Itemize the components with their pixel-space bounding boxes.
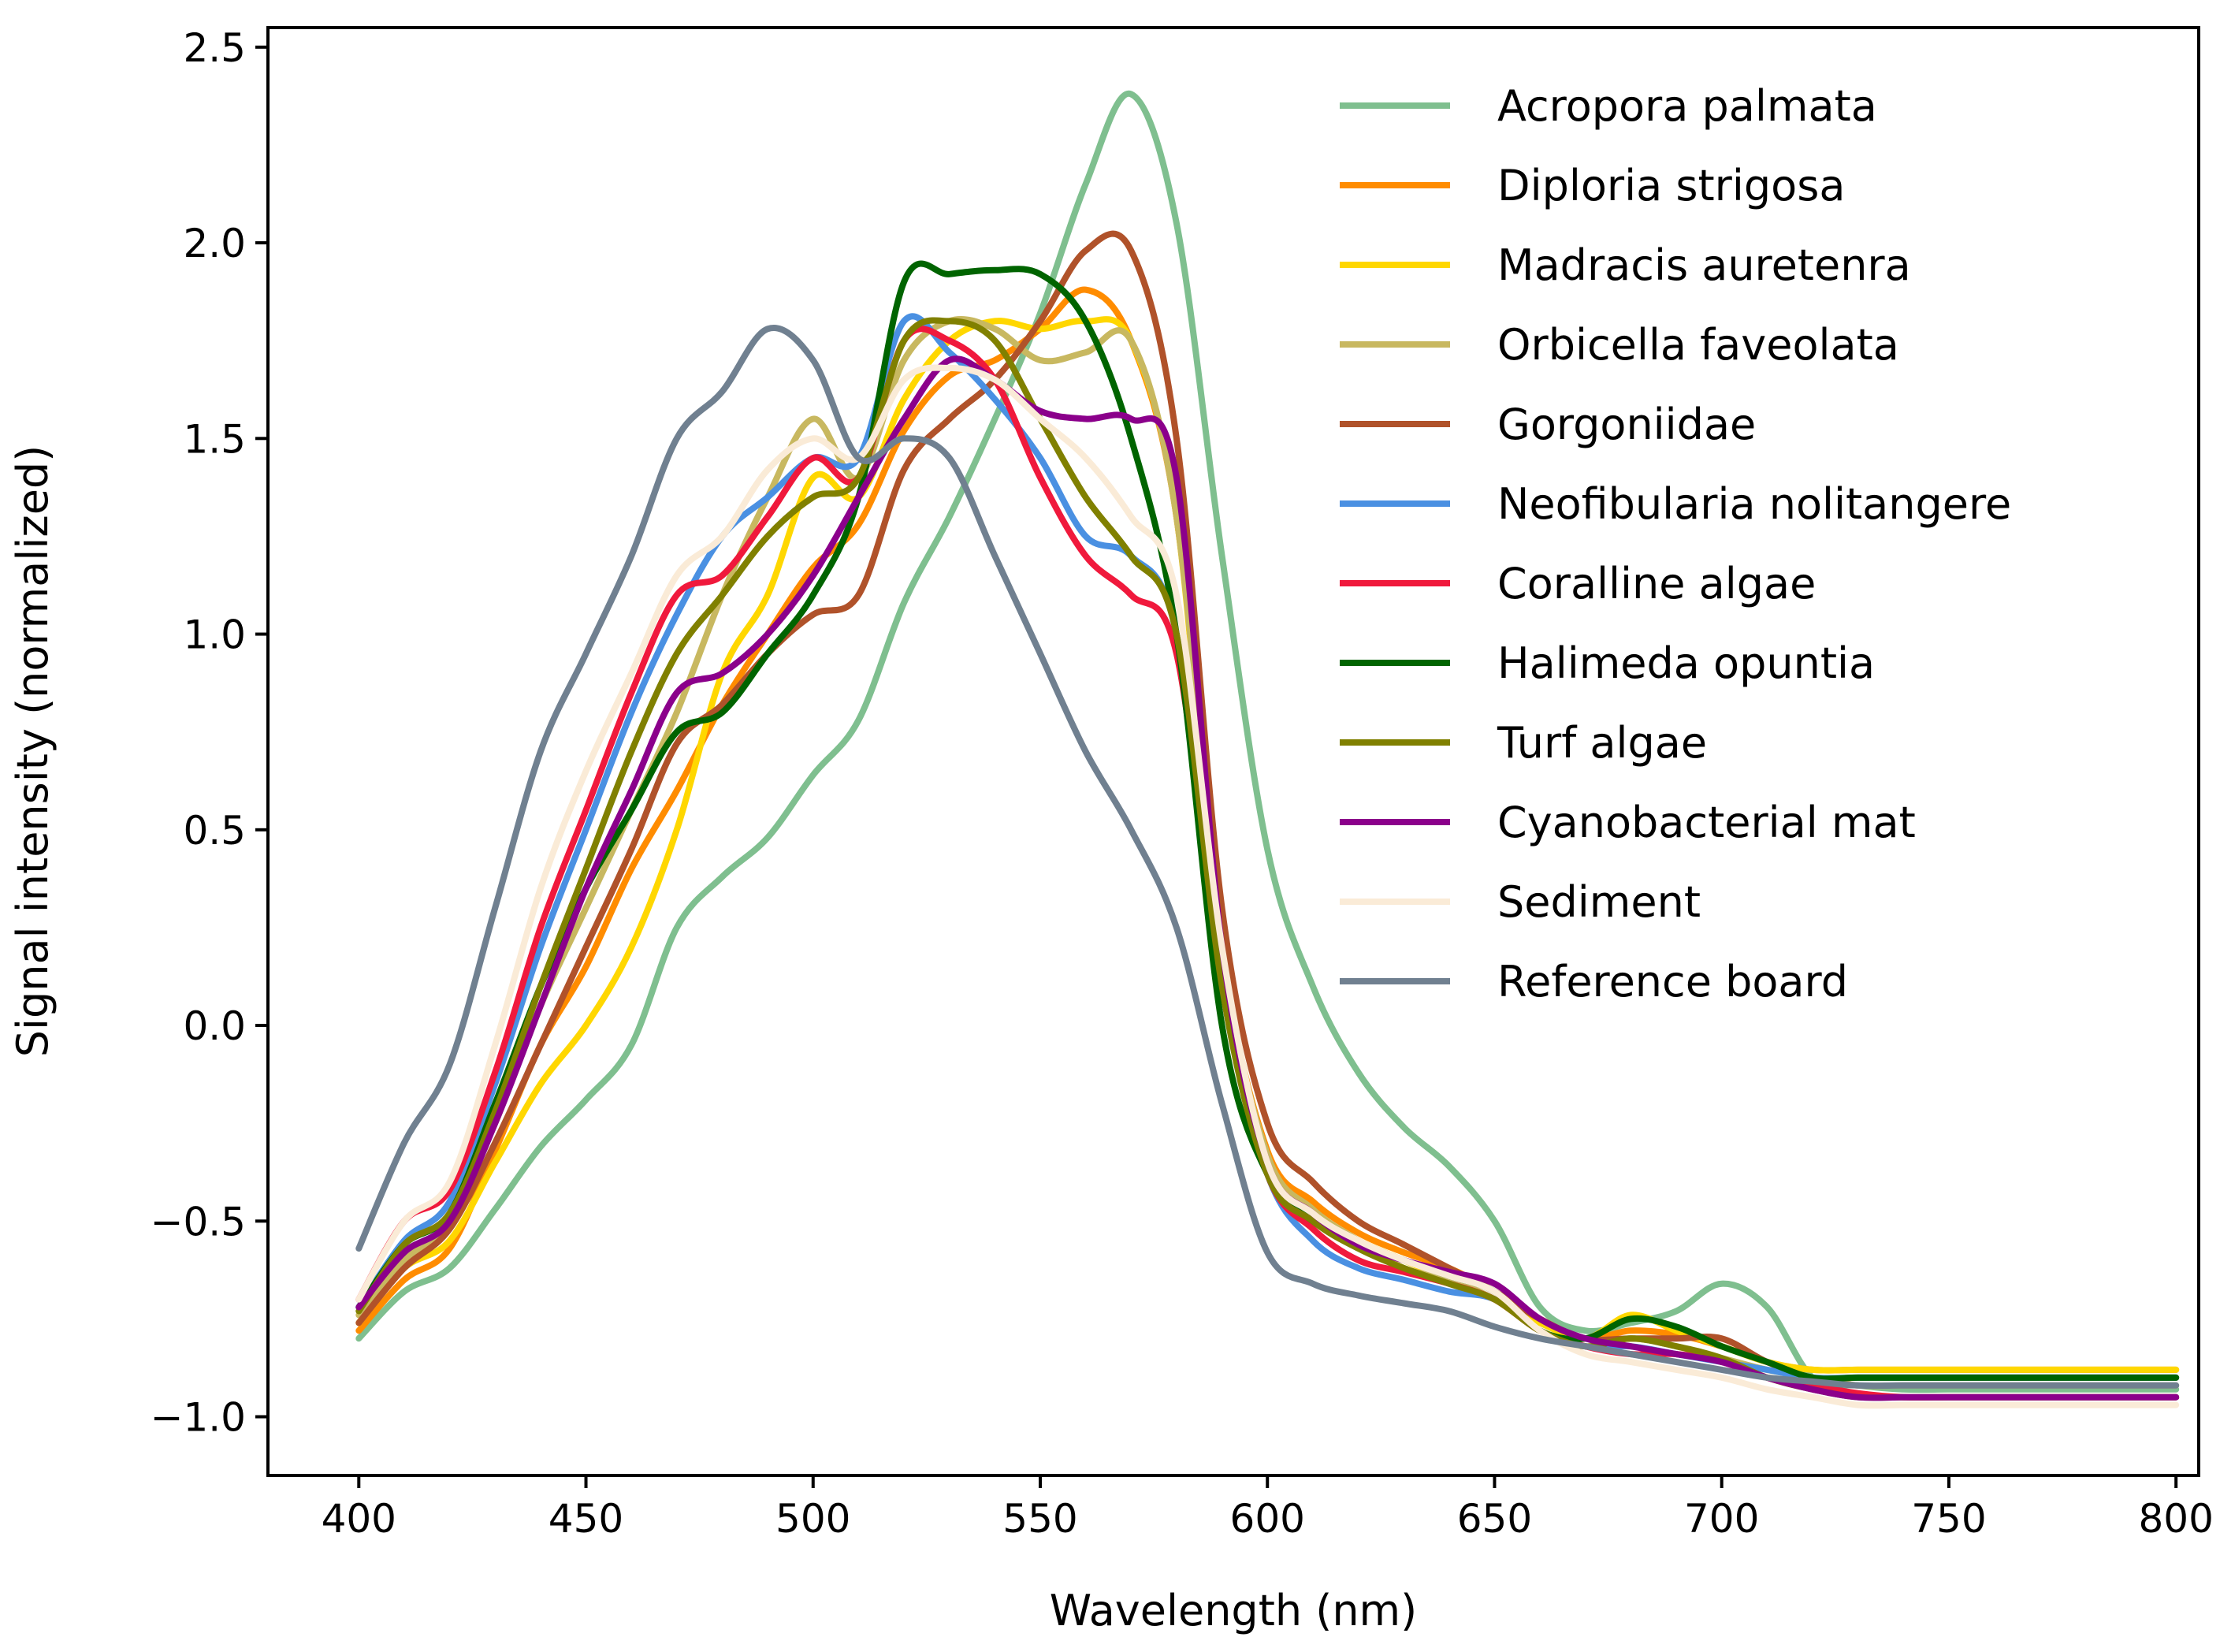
y-tick-label: 1.5 [183,416,246,462]
x-tick-label: 500 [775,1496,850,1542]
legend-label-cyanobacterial-mat: Cyanobacterial mat [1497,798,1916,847]
x-tick-label: 450 [548,1496,623,1542]
y-tick-label: 0.0 [183,1003,246,1049]
legend-label-acropora-palmata: Acropora palmata [1497,81,1877,131]
series-group [355,90,2180,1409]
series-line-cyanobacterial-mat [355,355,2180,1401]
y-tick-label: 2.5 [183,25,246,71]
series-line-acropora-palmata [355,90,2180,1393]
plot-area [268,28,2199,1475]
series-line-sediment [355,364,2180,1409]
legend-label-halimeda-opuntia: Halimeda opuntia [1497,638,1875,688]
series-line-reference-board [355,325,2180,1390]
legend-label-neofibularia-nolitangere: Neofibularia nolitangere [1497,479,2011,529]
plot-frame [266,26,2200,1477]
legend-label-gorgoniidae: Gorgoniidae [1497,400,1756,449]
legend-label-coralline-algae: Coralline algae [1497,559,1816,608]
y-tick-label: 0.5 [183,808,246,854]
x-tick-label: 400 [322,1496,396,1542]
x-tick-label: 700 [1684,1496,1759,1542]
x-axis: 400 450 500 550 600 650 700 750 800 [322,1475,2214,1542]
legend-label-sediment: Sediment [1497,877,1701,927]
x-tick-label: 800 [2138,1496,2213,1542]
y-tick-label: 1.0 [183,612,246,658]
y-tick-label: −1.0 [151,1395,246,1441]
x-tick-label: 650 [1457,1496,1532,1542]
y-tick-label: −0.5 [151,1199,246,1245]
y-tick-label: 2.0 [183,221,246,266]
x-tick-label: 600 [1230,1496,1305,1542]
x-tick-label: 750 [1911,1496,1986,1542]
legend-label-turf-algae: Turf algae [1497,718,1707,768]
legend-label-madracis-auretenra: Madracis auretenra [1497,240,1911,290]
x-tick-label: 550 [1002,1496,1077,1542]
legend-label-orbicella-faveolata: Orbicella faveolata [1497,320,1899,370]
legend: Acropora palmata Diploria strigosa Madraci… [1340,81,2011,1006]
y-axis: −1.0 −0.5 0.0 0.5 1.0 1.5 2.0 2.5 [151,25,268,1441]
x-axis-label: Wavelength (nm) [1050,1586,1417,1635]
y-axis-label: Signal intensity (normalized) [8,445,58,1058]
legend-label-diploria-strigosa: Diploria strigosa [1497,161,1845,210]
legend-label-reference-board: Reference board [1497,957,1848,1006]
